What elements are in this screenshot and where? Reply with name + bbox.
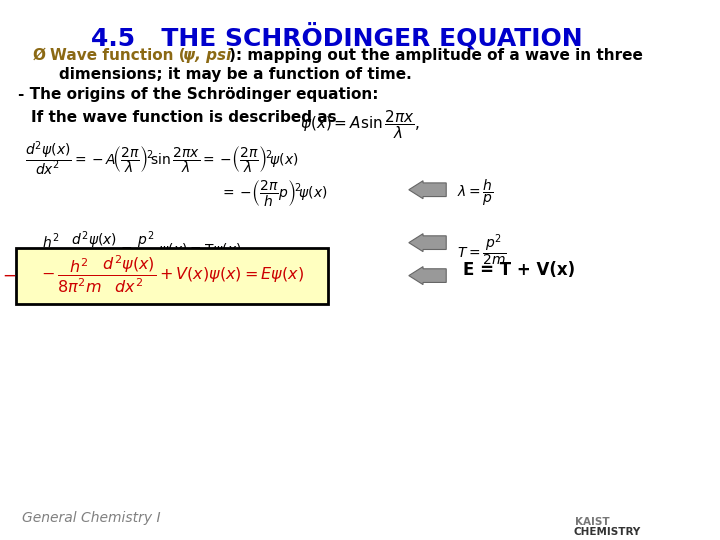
Text: E = T + V(x): E = T + V(x) bbox=[463, 261, 575, 279]
Polygon shape bbox=[409, 234, 446, 252]
Polygon shape bbox=[409, 181, 446, 199]
Text: Wave function (: Wave function ( bbox=[50, 48, 185, 63]
Polygon shape bbox=[409, 267, 446, 285]
Text: $T = \dfrac{p^2}{2m}$: $T = \dfrac{p^2}{2m}$ bbox=[457, 232, 507, 268]
Text: $-$: $-$ bbox=[2, 266, 16, 284]
Text: $\dfrac{d^2\psi(x)}{dx^2} = -A\!\left(\dfrac{2\pi}{\lambda}\right)^{\!2}\!\sin\d: $\dfrac{d^2\psi(x)}{dx^2} = -A\!\left(\d… bbox=[25, 140, 299, 178]
Text: 4.5   THE SCHRÖDINGER EQUATION: 4.5 THE SCHRÖDINGER EQUATION bbox=[91, 23, 582, 50]
FancyBboxPatch shape bbox=[16, 248, 328, 303]
Text: $\lambda = \dfrac{h}{p}$: $\lambda = \dfrac{h}{p}$ bbox=[457, 178, 494, 208]
Text: Ø: Ø bbox=[33, 48, 46, 63]
Text: ψ, psi: ψ, psi bbox=[183, 48, 231, 63]
Text: If the wave function is described as: If the wave function is described as bbox=[31, 110, 337, 125]
Text: ): mapping out the amplitude of a wave in three: ): mapping out the amplitude of a wave i… bbox=[229, 48, 643, 63]
Text: KAIST: KAIST bbox=[575, 517, 610, 527]
Text: - The origins of the Schrödinger equation:: - The origins of the Schrödinger equatio… bbox=[18, 87, 379, 102]
Text: CHEMISTRY: CHEMISTRY bbox=[573, 527, 641, 537]
Text: dimensions; it may be a function of time.: dimensions; it may be a function of time… bbox=[59, 67, 412, 82]
Text: $\psi(x) = A\sin\dfrac{2\pi x}{\lambda},$: $\psi(x) = A\sin\dfrac{2\pi x}{\lambda},… bbox=[300, 108, 420, 140]
Text: $-\,\dfrac{h^2}{8\pi^2 m}\dfrac{d^2\psi(x)}{dx^2}= \dfrac{p^2}{2m}\psi(x) = \mat: $-\,\dfrac{h^2}{8\pi^2 m}\dfrac{d^2\psi(… bbox=[18, 230, 241, 268]
Text: General Chemistry I: General Chemistry I bbox=[22, 511, 161, 525]
Text: $-\,\dfrac{h^2}{8\pi^2 m}\dfrac{d^2\psi(x)}{dx^2} + V(x)\psi(x) = E\psi(x)$: $-\,\dfrac{h^2}{8\pi^2 m}\dfrac{d^2\psi(… bbox=[41, 254, 304, 295]
Text: $= -\!\left(\dfrac{2\pi}{h}p\right)^{\!2}\!\psi(x)$: $= -\!\left(\dfrac{2\pi}{h}p\right)^{\!2… bbox=[220, 178, 328, 208]
